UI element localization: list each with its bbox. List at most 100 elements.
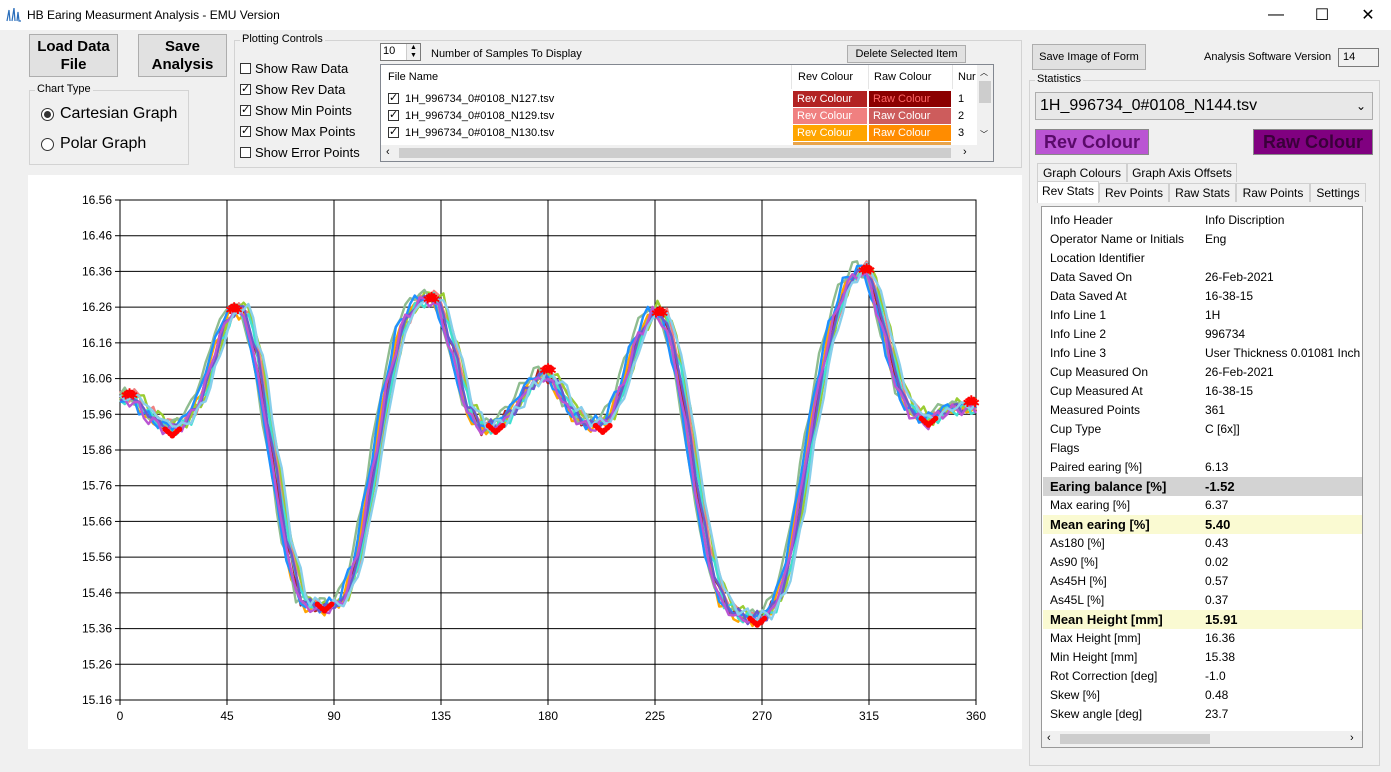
col-file-name[interactable]: File Name [388, 71, 439, 83]
max-point-marker: ✱ [128, 389, 138, 403]
stat-key: Cup Measured At [1050, 384, 1143, 398]
stat-key: As45L [%] [1050, 593, 1105, 607]
stats-horizontal-scrollbar[interactable]: ‹ › [1042, 731, 1362, 747]
stat-key: Min Height [mm] [1050, 650, 1138, 664]
scroll-left-icon[interactable]: ‹ [1047, 732, 1051, 744]
tab-graph-colours[interactable]: Graph Colours [1037, 163, 1127, 182]
rev-colour-cell[interactable]: Rev Colour [793, 108, 867, 124]
close-icon[interactable]: ✕ [1361, 7, 1375, 24]
stats-row: Skew angle [deg] 23.7 [1043, 705, 1362, 724]
col-rev-colour[interactable]: Rev Colour [798, 71, 854, 83]
raw-colour-button[interactable]: Raw Colour [1253, 129, 1373, 155]
show-error-points-checkbox[interactable]: Show Error Points [240, 145, 360, 160]
stats-row: As45L [%] 0.37 [1043, 591, 1362, 610]
stat-key: Max Height [mm] [1050, 631, 1141, 645]
raw-colour-cell[interactable]: Raw Colour [869, 125, 951, 141]
max-point-marker: ✱ [121, 389, 131, 403]
stat-value: 0.02 [1205, 555, 1229, 569]
load-data-button[interactable]: Load Data File [29, 34, 118, 77]
cartesian-chart[interactable]: 16.56 16.46 16.36 16.26 16.16 16.06 15.96 15.86… [28, 175, 1022, 749]
checkbox-icon[interactable] [388, 91, 399, 104]
max-point-marker: ✱ [966, 393, 976, 407]
list-item[interactable]: 1H_996734_0#0108_N129.tsv Rev Colour Raw… [381, 108, 981, 125]
max-point-marker: ✱ [653, 305, 663, 319]
stat-value: -1.0 [1205, 669, 1226, 683]
stat-value: 6.13 [1205, 460, 1229, 474]
stats-row: Info Line 2 996734 [1043, 325, 1362, 344]
rev-colour-button[interactable]: Rev Colour [1035, 129, 1149, 155]
max-point-marker: ✱ [543, 361, 553, 375]
tab-rev-points[interactable]: Rev Points [1099, 183, 1169, 202]
x-tick-label: 0 [117, 709, 124, 723]
list-item[interactable]: 1H_996734_0#0108_N130.tsv Rev Colour Raw… [381, 125, 981, 142]
x-tick-label: 45 [220, 709, 234, 723]
tab-rev-stats[interactable]: Rev Stats [1037, 181, 1099, 203]
stats-row: Mean Height [mm] 15.91 [1043, 610, 1362, 629]
samples-label: Number of Samples To Display [431, 48, 582, 60]
file-list[interactable]: File Name Rev Colour Raw Colour Nur 1H_9… [380, 64, 994, 162]
chevron-down-icon[interactable]: ⌄ [1355, 99, 1366, 113]
stat-key: Measured Points [1050, 403, 1141, 417]
tab-raw-points[interactable]: Raw Points [1236, 183, 1310, 202]
save-image-button[interactable]: Save Image of Form [1032, 44, 1146, 70]
plot-border [119, 199, 977, 701]
show-rev-data-checkbox[interactable]: Show Rev Data [240, 82, 345, 97]
tab-raw-stats[interactable]: Raw Stats [1169, 183, 1236, 202]
row-number: 3 [958, 127, 965, 139]
stats-row: Info Line 1 1H [1043, 306, 1362, 325]
checkbox-icon[interactable] [388, 125, 399, 138]
show-raw-data-checkbox[interactable]: Show Raw Data [240, 61, 348, 76]
stat-value: 996734 [1205, 327, 1246, 341]
max-point-marker: ✱ [428, 291, 438, 305]
scroll-down-icon[interactable]: ﹀ [980, 130, 988, 139]
scroll-right-icon[interactable]: › [1350, 732, 1354, 744]
scroll-up-icon[interactable]: ︿ [980, 68, 988, 77]
stat-value: Info Discription [1205, 213, 1285, 227]
chart-svg: 16.56 16.46 16.36 16.26 16.16 16.06 15.96 15.86… [82, 193, 986, 723]
min-point-marker [607, 422, 613, 429]
stat-key: Operator Name or Initials [1050, 232, 1185, 246]
list-horizontal-scrollbar[interactable]: ‹ › [381, 145, 993, 161]
scroll-left-icon[interactable]: ‹ [386, 146, 390, 158]
stats-row: Paired earing [%] 6.13 [1043, 458, 1362, 477]
rev-colour-cell[interactable]: Rev Colour [793, 91, 867, 107]
list-vertical-scrollbar[interactable]: ︿ ﹀ [977, 65, 993, 145]
rev-colour-cell[interactable]: Rev Colour [793, 125, 867, 141]
series-line [119, 267, 978, 626]
max-point-marker: ✱ [430, 292, 440, 306]
show-max-points-checkbox[interactable]: Show Max Points [240, 124, 355, 139]
scroll-right-icon[interactable]: › [963, 146, 967, 158]
file-select[interactable]: 1H_996734_0#0108_N144.tsv ⌄ [1035, 92, 1373, 120]
stat-value: 23.7 [1205, 707, 1229, 721]
save-analysis-button[interactable]: Save Analysis [138, 34, 227, 77]
row-number: 1 [958, 93, 965, 105]
scroll-thumb[interactable] [979, 81, 991, 103]
stat-value: 0.57 [1205, 574, 1229, 588]
rev-stats-table[interactable]: Info Header Info Discription Operator Name… [1041, 206, 1363, 748]
spinner-arrows-icon[interactable]: ▲ ▼ [406, 44, 420, 60]
raw-colour-cell[interactable]: Raw Colour [869, 91, 951, 107]
list-item[interactable]: 1H_996734_0#0108_N127.tsv Rev Colour Raw… [381, 91, 981, 108]
max-point-marker: ✱ [545, 362, 555, 376]
y-tick-label: 16.36 [82, 264, 112, 278]
tab-graph-axis-offsets[interactable]: Graph Axis Offsets [1127, 163, 1237, 182]
col-number[interactable]: Nur [958, 71, 976, 83]
version-field: 14 [1338, 48, 1379, 67]
radio-cartesian[interactable]: Cartesian Graph [41, 105, 177, 123]
stat-key: Mean earing [%] [1050, 517, 1150, 532]
tab-settings[interactable]: Settings [1310, 183, 1366, 202]
raw-colour-cell[interactable]: Raw Colour [869, 108, 951, 124]
samples-spinner[interactable]: 10 ▲ ▼ [380, 43, 421, 61]
checkbox-icon[interactable] [388, 108, 399, 121]
tab-label: Raw Stats [1175, 186, 1230, 200]
scroll-thumb[interactable] [399, 148, 951, 158]
scroll-thumb[interactable] [1060, 734, 1210, 744]
checkbox-label: Show Rev Data [255, 82, 346, 97]
maximize-icon[interactable]: ☐ [1314, 7, 1330, 24]
minimize-icon[interactable]: — [1268, 6, 1284, 23]
show-min-points-checkbox[interactable]: Show Min Points [240, 103, 352, 118]
delete-selected-button[interactable]: Delete Selected Item [847, 45, 966, 63]
col-raw-colour[interactable]: Raw Colour [874, 71, 932, 83]
radio-polar[interactable]: Polar Graph [41, 135, 146, 153]
stat-key: Location Identifier [1050, 251, 1145, 265]
